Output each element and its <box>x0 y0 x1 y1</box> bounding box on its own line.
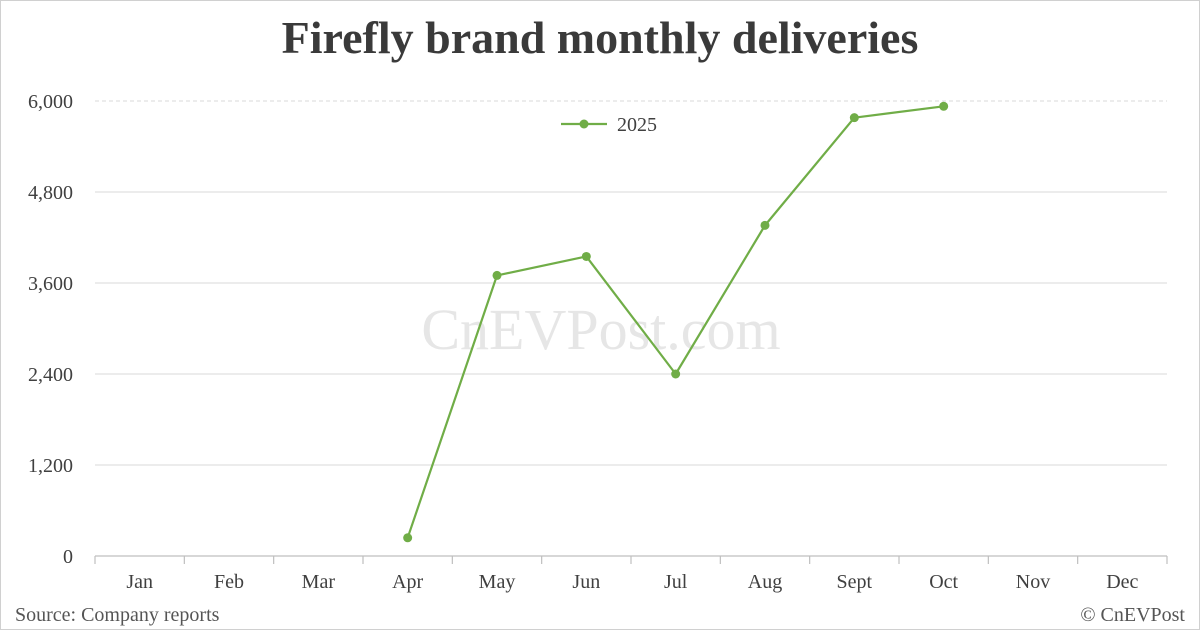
watermark: CnEVPost.com <box>421 297 780 362</box>
x-tick-label: Apr <box>392 571 423 593</box>
x-tick-label: May <box>479 571 516 593</box>
data-point <box>939 101 949 111</box>
data-point <box>760 220 770 230</box>
source-note: Source: Company reports <box>15 604 220 626</box>
x-tick-label: Aug <box>748 571 782 593</box>
y-tick-label: 0 <box>63 546 73 568</box>
x-tick-label: Jun <box>572 571 600 593</box>
x-tick-label: Sept <box>837 571 873 593</box>
chart-title: Firefly brand monthly deliveries <box>281 12 919 63</box>
y-tick-label: 4,800 <box>28 182 73 204</box>
x-tick-label: Oct <box>929 571 958 593</box>
y-tick-label: 2,400 <box>28 364 73 386</box>
data-point <box>671 369 681 379</box>
data-point <box>403 533 413 543</box>
legend-label: 2025 <box>617 114 657 136</box>
data-point <box>849 113 859 123</box>
y-tick-label: 3,600 <box>28 273 73 295</box>
x-tick-label: Mar <box>302 571 336 593</box>
x-tick-label: Nov <box>1016 571 1050 593</box>
copyright-note: © CnEVPost <box>1080 604 1185 626</box>
x-tick-label: Feb <box>214 571 244 593</box>
y-tick-label: 1,200 <box>28 455 73 477</box>
y-tick-label: 6,000 <box>28 91 73 113</box>
x-tick-label: Dec <box>1106 571 1138 593</box>
gridlines <box>95 100 1167 466</box>
series-layer <box>403 101 949 543</box>
legend: 2025 <box>561 114 657 136</box>
data-point <box>581 251 591 261</box>
x-axis: Jan Feb Mar Apr May Jun Jul Aug Sept Oct Nov Dec <box>94 555 1168 593</box>
y-axis-ticks: 0 1,200 2,400 3,600 4,800 6,000 <box>28 91 73 568</box>
legend-swatch-marker <box>579 119 589 129</box>
x-tick-label: Jul <box>664 571 688 593</box>
data-point <box>492 270 502 280</box>
x-tick-label: Jan <box>126 571 153 593</box>
